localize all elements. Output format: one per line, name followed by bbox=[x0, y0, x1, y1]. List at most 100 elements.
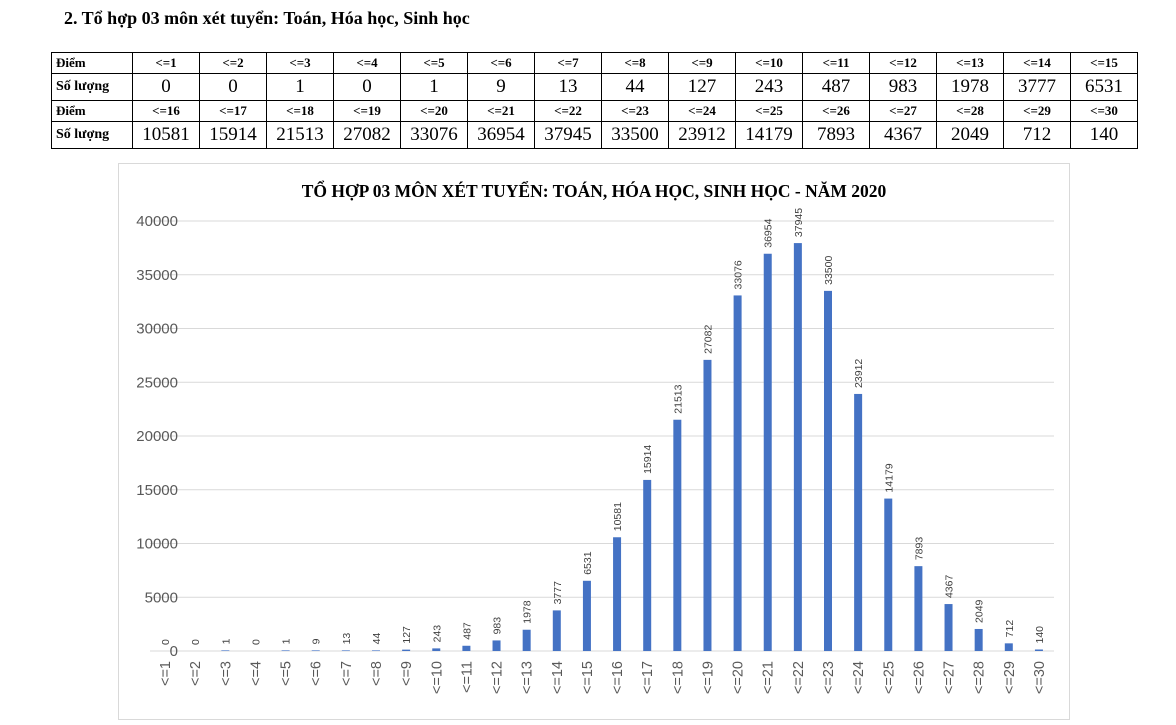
x-tick-label: <=30 bbox=[1032, 661, 1048, 694]
x-tick-label: <=18 bbox=[670, 661, 686, 694]
row-label-score: Điểm bbox=[51, 100, 133, 122]
x-tick-label: <=3 bbox=[218, 661, 234, 686]
bar bbox=[341, 650, 350, 651]
score-cell: <=2 bbox=[199, 52, 267, 74]
count-cell: 127 bbox=[668, 73, 736, 101]
x-tick-label: <=22 bbox=[791, 661, 807, 694]
y-tick-label: 30000 bbox=[136, 321, 178, 338]
bar bbox=[522, 629, 531, 651]
count-cell: 1978 bbox=[936, 73, 1004, 101]
count-cell: 983 bbox=[869, 73, 937, 101]
table-count-row: Số lượng 10581 15914 21513 27082 33076 36954 37… bbox=[51, 121, 1138, 149]
count-cell: 140 bbox=[1070, 121, 1138, 149]
x-tick-label: <=27 bbox=[942, 661, 958, 694]
bar bbox=[281, 650, 290, 651]
score-cell: <=24 bbox=[668, 100, 736, 122]
table-score-row: Điểm <=16 <=17 <=18 <=19 <=20 <=21 <=22 <=23 <=24… bbox=[51, 100, 1138, 122]
x-tick-label: <=28 bbox=[972, 661, 988, 694]
bar bbox=[914, 566, 923, 651]
y-tick-label: 25000 bbox=[136, 374, 178, 391]
data-label: 983 bbox=[492, 617, 504, 635]
x-tick-label: <=15 bbox=[580, 661, 596, 694]
x-tick-label: <=7 bbox=[339, 661, 355, 686]
x-tick-label: <=24 bbox=[851, 661, 867, 694]
data-label: 21513 bbox=[672, 384, 684, 413]
y-axis-tick-labels: 0 5000 10000 15000 20000 25000 30000 35000 40000 bbox=[136, 213, 178, 660]
score-cell: <=28 bbox=[936, 100, 1004, 122]
x-tick-label: <=9 bbox=[399, 661, 415, 686]
data-label: 0 bbox=[250, 639, 262, 645]
score-cell: <=4 bbox=[333, 52, 401, 74]
count-cell: 0 bbox=[199, 73, 267, 101]
y-tick-label: 40000 bbox=[136, 213, 178, 230]
x-tick-label: <=20 bbox=[731, 661, 747, 694]
count-cell: 6531 bbox=[1070, 73, 1138, 101]
x-tick-label: <=16 bbox=[610, 661, 626, 694]
table-count-row: Số lượng 0 0 1 0 1 9 13 44 127 243 487 983 1978 3777 65… bbox=[51, 73, 1138, 101]
data-label: 127 bbox=[401, 626, 413, 644]
bar bbox=[402, 649, 411, 651]
count-cell: 1 bbox=[400, 73, 468, 101]
count-cell: 33500 bbox=[601, 121, 669, 149]
data-label: 10581 bbox=[612, 502, 624, 531]
count-cell: 15914 bbox=[199, 121, 267, 149]
x-tick-label: <=1 bbox=[158, 661, 174, 686]
bar bbox=[974, 628, 983, 651]
count-cell: 0 bbox=[333, 73, 401, 101]
data-label: 243 bbox=[431, 625, 443, 643]
score-cell: <=12 bbox=[869, 52, 937, 74]
score-cell: <=17 bbox=[199, 100, 267, 122]
bar bbox=[703, 359, 712, 651]
table-score-row: Điểm <=1 <=2 <=3 <=4 <=5 <=6 <=7 <=8 <=9 <=10 <=11 <… bbox=[51, 52, 1138, 74]
data-labels: 0 0 1 0 1 9 13 44 127 243 487 983 1978 3777 6531 10581 1… bbox=[160, 208, 1046, 645]
count-cell: 14179 bbox=[735, 121, 803, 149]
score-cell: <=21 bbox=[467, 100, 535, 122]
score-cell: <=10 bbox=[735, 52, 803, 74]
x-axis-tick-labels: <=1 <=2 <=3 <=4 <=5 <=6 <=7 <=8 <=9 <=10 <=11 <=12 <… bbox=[158, 661, 1048, 694]
x-tick-label: <=23 bbox=[821, 661, 837, 694]
score-cell: <=25 bbox=[735, 100, 803, 122]
bar bbox=[733, 295, 742, 651]
data-label: 27082 bbox=[702, 325, 714, 354]
count-cell: 13 bbox=[534, 73, 602, 101]
y-tick-label: 15000 bbox=[136, 482, 178, 499]
y-tick-label: 0 bbox=[170, 643, 178, 660]
x-tick-label: <=26 bbox=[911, 661, 927, 694]
x-tick-label: <=4 bbox=[248, 661, 264, 686]
bar bbox=[372, 650, 380, 651]
x-tick-label: <=29 bbox=[1002, 661, 1018, 694]
bar bbox=[582, 580, 591, 651]
score-cell: <=15 bbox=[1070, 52, 1138, 74]
score-cell: <=20 bbox=[400, 100, 468, 122]
bar bbox=[462, 645, 471, 651]
x-tick-label: <=13 bbox=[520, 661, 536, 694]
data-label: 140 bbox=[1034, 626, 1046, 644]
bar bbox=[793, 243, 802, 651]
x-tick-label: <=5 bbox=[279, 661, 295, 686]
row-label-count: Số lượng bbox=[51, 121, 133, 149]
bar bbox=[552, 610, 561, 651]
bar bbox=[763, 253, 772, 651]
count-cell: 23912 bbox=[668, 121, 736, 149]
section-heading: 2. Tổ hợp 03 môn xét tuyển: Toán, Hóa họ… bbox=[64, 8, 470, 28]
score-cell: <=14 bbox=[1003, 52, 1071, 74]
data-label: 14179 bbox=[883, 463, 895, 492]
count-cell: 7893 bbox=[802, 121, 870, 149]
gridlines bbox=[150, 220, 1054, 652]
count-cell: 3777 bbox=[1003, 73, 1071, 101]
y-tick-label: 5000 bbox=[145, 589, 178, 606]
bar-chart-svg: 0 5000 10000 15000 20000 25000 30000 35000 40000… bbox=[118, 163, 1070, 720]
score-cell: <=19 bbox=[333, 100, 401, 122]
score-cell: <=26 bbox=[802, 100, 870, 122]
data-label: 0 bbox=[160, 639, 172, 645]
count-cell: 2049 bbox=[936, 121, 1004, 149]
bar bbox=[944, 604, 953, 651]
score-cell: <=23 bbox=[601, 100, 669, 122]
data-label: 37945 bbox=[793, 208, 805, 237]
score-cell: <=22 bbox=[534, 100, 602, 122]
x-tick-label: <=10 bbox=[429, 661, 445, 694]
score-cell: <=13 bbox=[936, 52, 1004, 74]
y-tick-label: 20000 bbox=[136, 428, 178, 445]
x-tick-label: <=12 bbox=[490, 661, 506, 694]
count-cell: 9 bbox=[467, 73, 535, 101]
